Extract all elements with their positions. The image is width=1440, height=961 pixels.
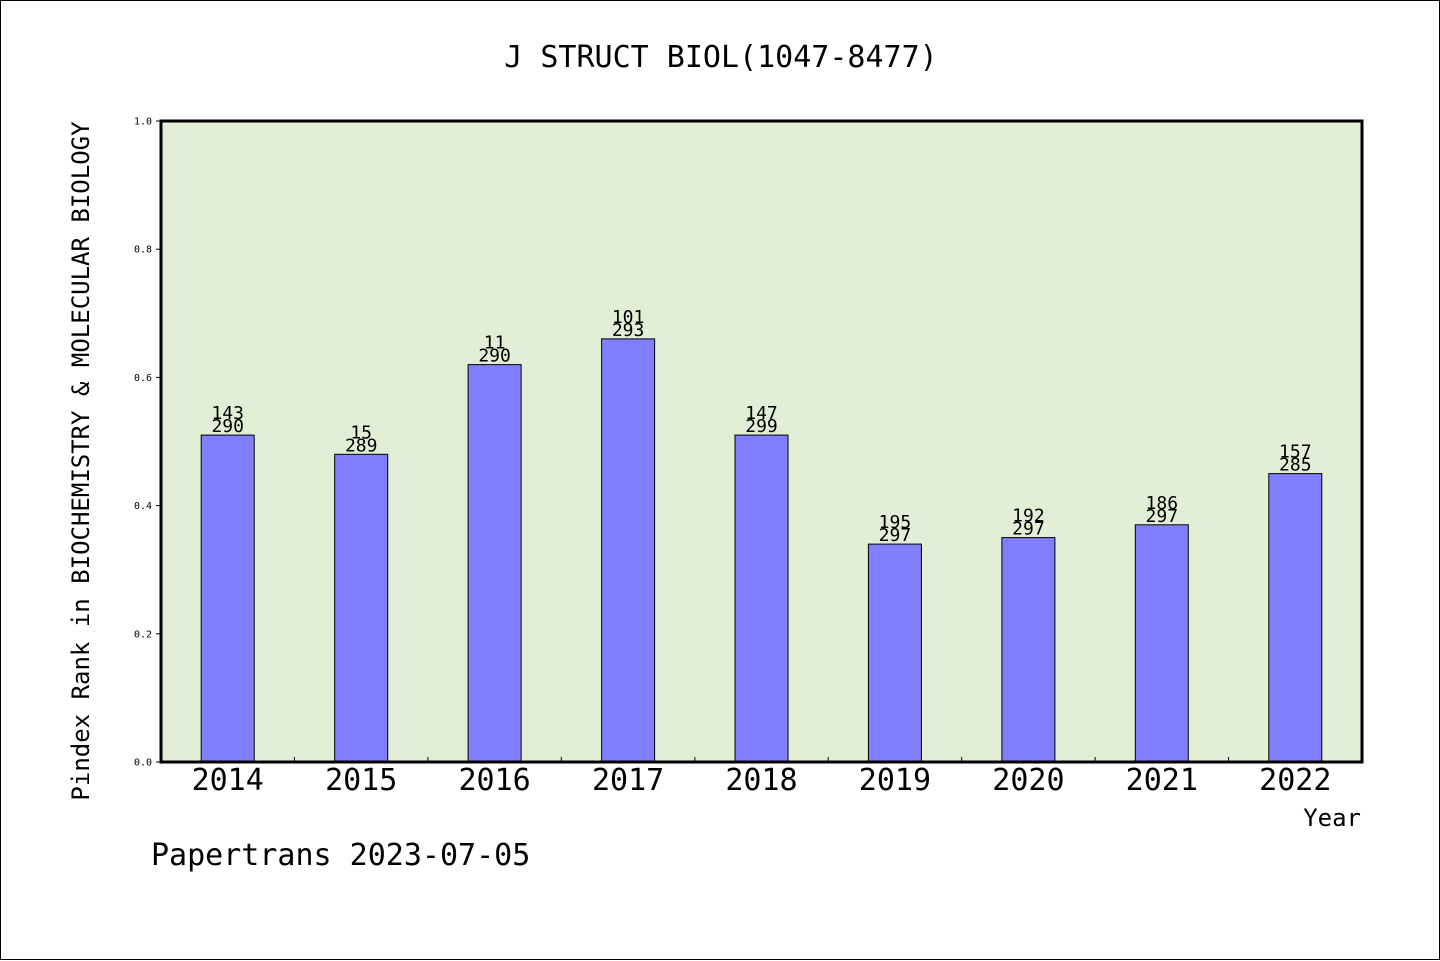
bar-total-label-2022: 285 (1279, 455, 1312, 476)
x-tick-label-2021: 2021 (1126, 763, 1198, 798)
y-tick-label-0.4: 0.4 (134, 501, 152, 512)
bars-layer (200, 338, 1323, 763)
bar-total-label-2021: 297 (1146, 506, 1179, 527)
x-axis-label: Year (1303, 804, 1361, 832)
footer-text: Papertrans 2023-07-05 (151, 838, 530, 873)
x-tick-label-2019: 2019 (859, 763, 931, 798)
bar-2016 (467, 364, 522, 763)
x-axis: 2014 2015 2016 2017 2018 2019 2020 2021 2022 (192, 757, 1331, 798)
bar-rank-label-2014: 143 (211, 403, 244, 424)
bar-total-label-2018: 299 (745, 416, 778, 437)
plot-border (159, 119, 1364, 764)
x-tick-label-2020: 2020 (992, 763, 1064, 798)
bar-total-label-2017: 293 (612, 320, 645, 341)
x-tick-label-2018: 2018 (725, 763, 797, 798)
bar-total-label-2016: 290 (478, 346, 511, 367)
y-tick-label-0.0: 0.0 (134, 758, 152, 769)
x-tick-label-2014: 2014 (192, 763, 264, 798)
bar-rank-label-2015: 15 (350, 422, 372, 443)
bar-2017 (601, 338, 656, 763)
bar-rank-label-2018: 147 (745, 403, 778, 424)
bar-total-label-2014: 290 (211, 416, 244, 437)
x-tick-label-2017: 2017 (592, 763, 664, 798)
x-tick-label-2016: 2016 (458, 763, 530, 798)
bar-rank-label-2021: 186 (1146, 493, 1179, 514)
y-tick-label-0.2: 0.2 (134, 629, 152, 640)
y-tick-label-0.6: 0.6 (134, 373, 152, 384)
bar-rank-label-2020: 192 (1012, 506, 1045, 527)
bar-rank-label-2017: 101 (612, 307, 645, 328)
bar-2021 (1134, 524, 1189, 763)
x-tick-label-2022: 2022 (1259, 763, 1331, 798)
bar-2014 (200, 434, 255, 763)
bar-total-label-2020: 297 (1012, 519, 1045, 540)
y-tick-label-0.8: 0.8 (134, 245, 152, 256)
bar-2018 (734, 434, 789, 763)
chart-title: J STRUCT BIOL(1047-8477) (504, 40, 937, 75)
bar-2015 (334, 453, 389, 763)
bar-2019 (867, 543, 922, 763)
bar-2020 (1001, 537, 1056, 763)
bar-rank-label-2019: 195 (879, 512, 912, 533)
bar-total-label-2015: 289 (345, 435, 378, 456)
y-axis: 0.0 0.2 0.4 0.6 0.8 1.0 (134, 117, 161, 769)
bar-rank-label-2016: 11 (484, 333, 506, 354)
bar-total-label-2019: 297 (879, 525, 912, 546)
y-axis-label: Pindex Rank in BIOCHEMISTRY & MOLECULAR … (67, 121, 95, 801)
x-tick-label-2015: 2015 (325, 763, 397, 798)
bar-rank-label-2022: 157 (1279, 442, 1312, 463)
bar-2022 (1268, 473, 1323, 763)
y-tick-label-1.0: 1.0 (134, 117, 152, 128)
